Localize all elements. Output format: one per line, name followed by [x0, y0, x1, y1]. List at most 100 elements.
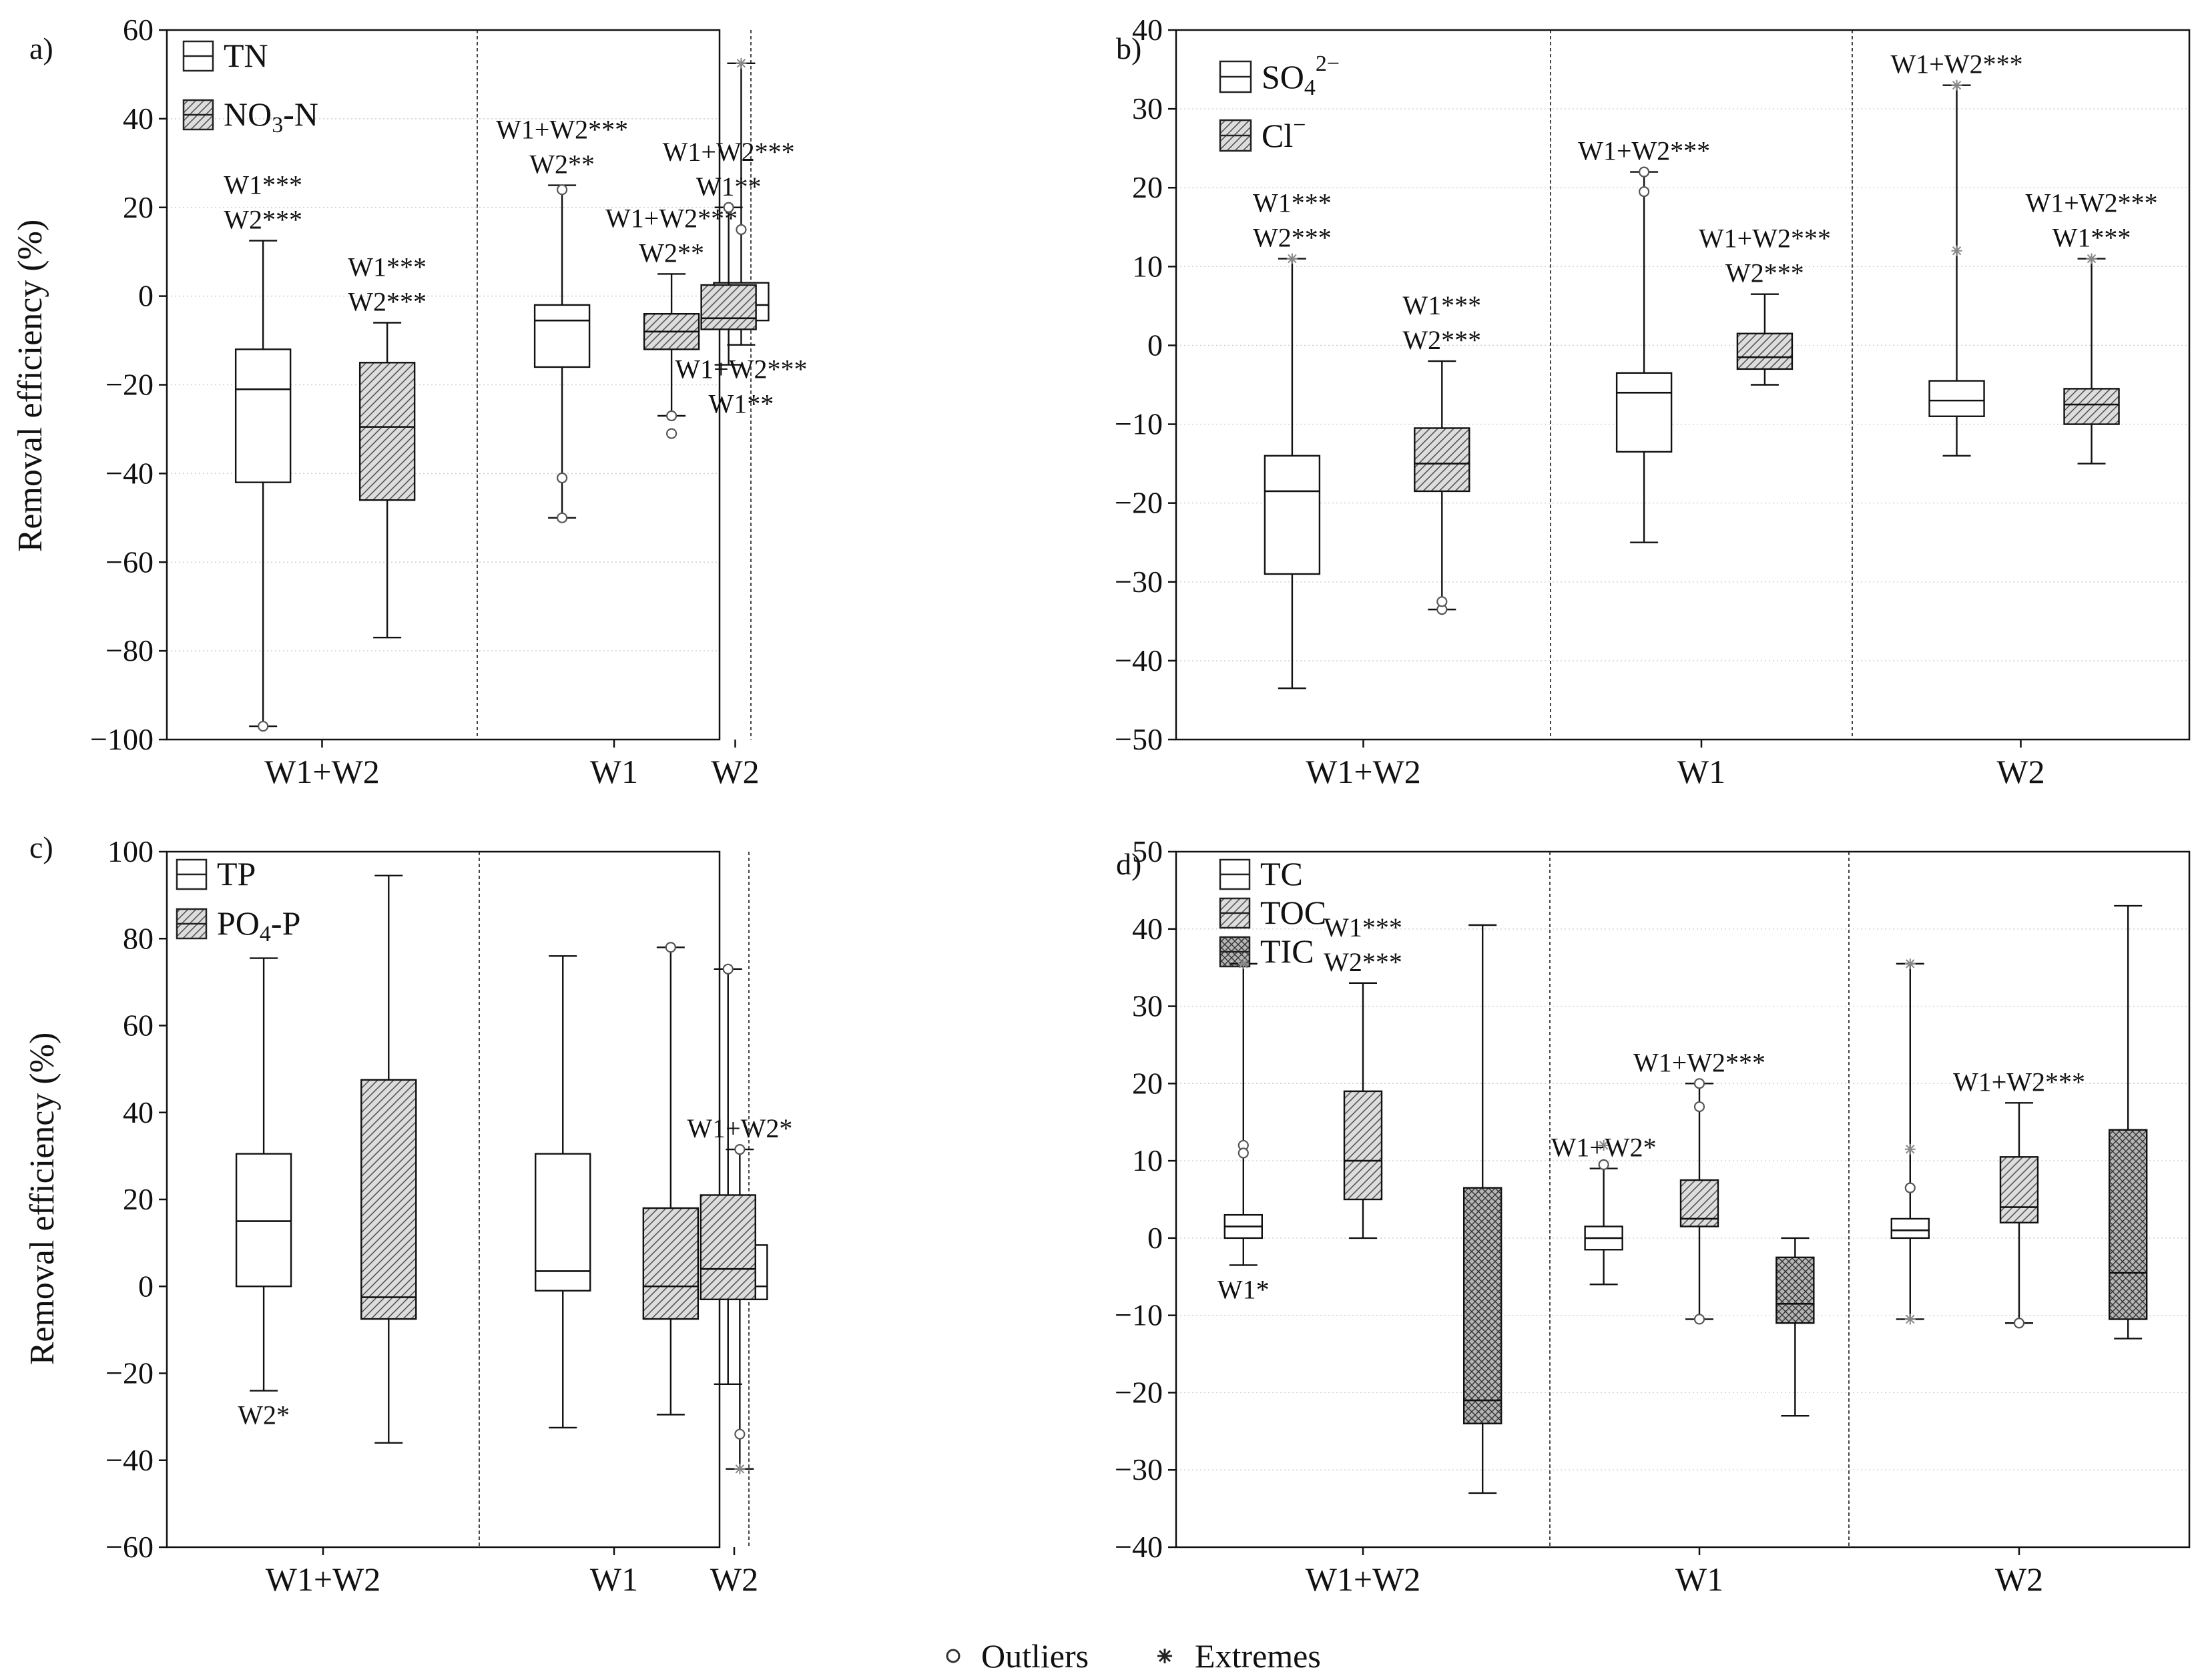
significance-label: W1+W2*** [675, 354, 807, 384]
box-iqr [2063, 388, 2120, 425]
box-iqr [1775, 1256, 1815, 1324]
y-tick-label: 30 [1132, 91, 1163, 125]
significance-label: W1+W2* [687, 1113, 792, 1143]
y-tick-label: 0 [1147, 328, 1163, 362]
y-tick-label: −40 [105, 456, 154, 490]
x-category-label: W2 [711, 753, 759, 790]
box-iqr [700, 284, 757, 330]
outlier-point [1904, 1182, 1916, 1193]
significance-label: W1+W2* [1551, 1133, 1657, 1163]
x-category-label: W1+W2 [1306, 1561, 1421, 1598]
y-tick-label: −10 [1115, 1298, 1163, 1332]
significance-label: W1*** [1253, 188, 1332, 218]
box-W1-SO4: W1+W2*** [1578, 136, 1710, 543]
box-iqr [1999, 1156, 2039, 1223]
significance-label: W1+W2*** [1578, 136, 1710, 166]
box-iqr [1414, 427, 1470, 493]
outlier-point [1693, 1078, 1705, 1089]
box-iqr [1343, 1090, 1383, 1201]
y-tick-label: −50 [1115, 722, 1163, 756]
y-tick-label: 20 [123, 190, 154, 224]
y-tick-label: 60 [123, 13, 154, 47]
significance-label: W1+W2*** [1633, 1047, 1765, 1077]
x-category-label: W1 [1677, 753, 1725, 790]
outlier-point [1237, 1147, 1249, 1159]
box-W1+W2-TIC [1462, 924, 1502, 1494]
extreme-point [1951, 245, 1962, 256]
box-iqr [358, 362, 416, 501]
box-iqr [234, 348, 292, 483]
outlier-point [556, 472, 568, 484]
box-W2-SO4: W1+W2*** [1891, 49, 2023, 457]
extreme-point [1904, 1143, 1916, 1155]
box-W2-TOC: W1+W2*** [1953, 1067, 2085, 1329]
y-tick-label: −100 [90, 722, 154, 756]
significance-label: W1*** [1402, 290, 1481, 320]
y-tick-label: −30 [1115, 565, 1163, 599]
box-iqr [235, 1153, 292, 1288]
box-iqr [1264, 455, 1321, 575]
box-iqr [535, 1153, 591, 1292]
box-W1-TOC: W1+W2*** [1633, 1047, 1765, 1325]
extreme-point [1951, 79, 1962, 91]
outlier-point [1693, 1314, 1705, 1325]
extreme-point [736, 57, 747, 69]
significance-label: W2* [238, 1400, 290, 1430]
box-W1-TP [535, 955, 591, 1429]
box-W2-TC [1890, 958, 1930, 1325]
outlier-marker [946, 1649, 960, 1663]
extreme-point [1286, 253, 1298, 264]
extreme-point [1904, 1314, 1916, 1325]
y-tick-label: 10 [1132, 1143, 1163, 1177]
box-W2-NO3: W1+W2*** W1** [663, 137, 795, 366]
outlier-point [2013, 1318, 2025, 1329]
significance-label: W1** [696, 172, 762, 202]
x-category-label: W2 [1996, 753, 2044, 790]
extreme-point [1237, 958, 1249, 969]
significance-label: W2*** [1725, 258, 1804, 288]
box-W1+W2-PO4 [360, 874, 417, 1444]
significance-label: W2** [529, 150, 595, 180]
x-category-label: W1+W2 [264, 753, 380, 790]
panel-label: a) [29, 31, 53, 65]
box-W1+W2-TP: W2* [235, 957, 292, 1430]
y-tick-label: 0 [1147, 1221, 1163, 1255]
extreme-marker [1157, 1649, 1172, 1663]
y-tick-label: −40 [105, 1443, 154, 1477]
legend-label-TC: TC [1260, 855, 1303, 892]
box-W1-TN: W1+W2*** W2** [496, 115, 628, 523]
y-tick-label: 0 [138, 279, 154, 313]
legend-label-PO4: PO4-P [217, 904, 300, 946]
y-tick-label: 40 [123, 1095, 154, 1129]
significance-label: W2*** [224, 205, 302, 235]
outlier-point [556, 512, 568, 523]
box-W1+W2-TN: W1*** W2*** [224, 170, 302, 732]
x-category-label: W2 [710, 1561, 758, 1598]
x-category-label: W1 [590, 1561, 638, 1598]
significance-label: W2*** [348, 286, 427, 316]
outlier-point [665, 942, 676, 953]
extremes-label: Extremes [1195, 1637, 1321, 1675]
box-iqr [1462, 1187, 1502, 1424]
box-iqr [700, 1194, 756, 1300]
outlier-point [258, 720, 269, 732]
outlier-point [722, 963, 734, 974]
significance-label: W1*** [1324, 912, 1402, 942]
box-iqr [1890, 1217, 1930, 1239]
y-tick-label: −20 [1115, 486, 1163, 520]
outlier-point [1693, 1101, 1705, 1113]
outlier-point [1639, 166, 1650, 178]
box-W1+W2-NO3: W1*** W2*** [348, 252, 427, 639]
box-W1-NO3: W1+W2***W2** [605, 203, 738, 439]
box-W1+W2-SO4: W1*** W2*** [1253, 188, 1332, 689]
x-category-label: W1+W2 [266, 1561, 381, 1598]
significance-label: W2*** [1324, 947, 1402, 977]
significance-label: W2** [639, 238, 704, 268]
significance-label: W1*** [2052, 223, 2131, 253]
box-iqr [2108, 1129, 2148, 1320]
panel-label: b) [1116, 31, 1141, 65]
y-tick-label: −30 [1115, 1452, 1163, 1486]
y-axis-label: Removal efficiency (%) [23, 1033, 61, 1366]
box-W1-PO4 [642, 942, 700, 1416]
box-W1+W2-TOC: W1*** W2*** [1324, 912, 1402, 1239]
